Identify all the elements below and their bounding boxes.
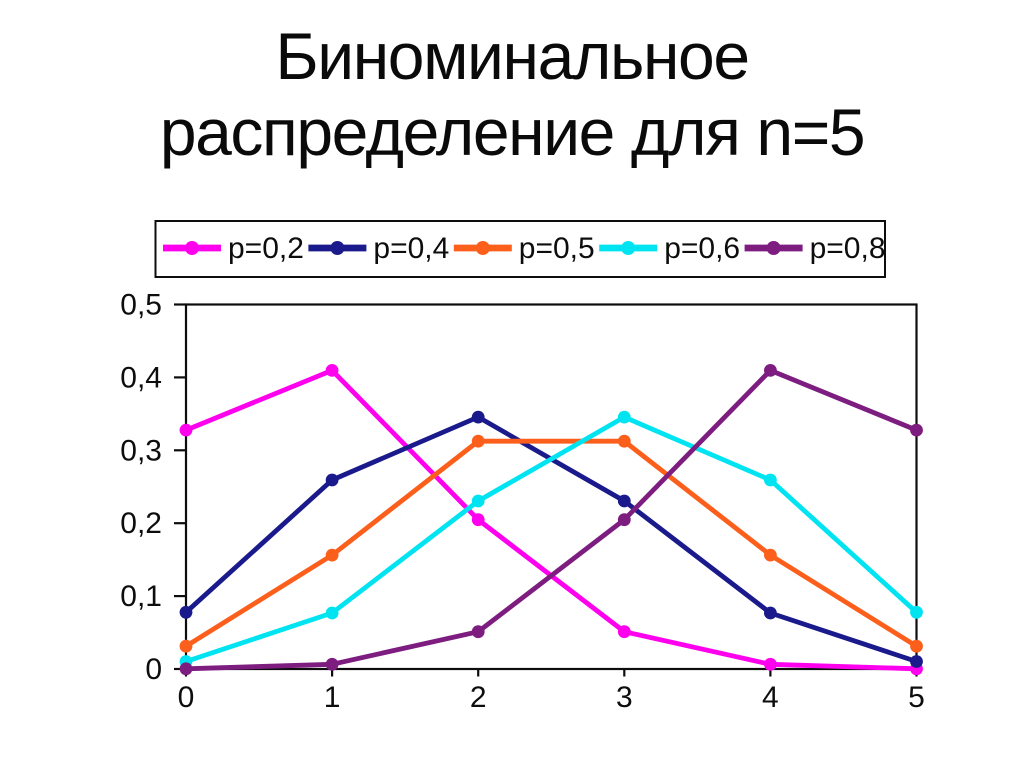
svg-text:3: 3: [616, 681, 633, 714]
svg-text:0,1: 0,1: [120, 580, 162, 613]
svg-text:0,5: 0,5: [120, 289, 162, 322]
svg-text:5: 5: [908, 681, 925, 714]
svg-text:0,2: 0,2: [120, 507, 162, 540]
svg-text:0,3: 0,3: [120, 434, 162, 467]
svg-text:0: 0: [178, 681, 195, 714]
svg-text:p=0,4: p=0,4: [373, 232, 449, 265]
svg-text:0,4: 0,4: [120, 361, 162, 394]
svg-text:4: 4: [762, 681, 779, 714]
svg-text:p=0,2: p=0,2: [228, 232, 304, 265]
svg-text:p=0,8: p=0,8: [810, 232, 886, 265]
svg-text:2: 2: [470, 681, 487, 714]
svg-text:1: 1: [324, 681, 341, 714]
svg-text:p=0,5: p=0,5: [519, 232, 595, 265]
svg-text:p=0,6: p=0,6: [664, 232, 740, 265]
svg-text:0: 0: [145, 653, 162, 686]
